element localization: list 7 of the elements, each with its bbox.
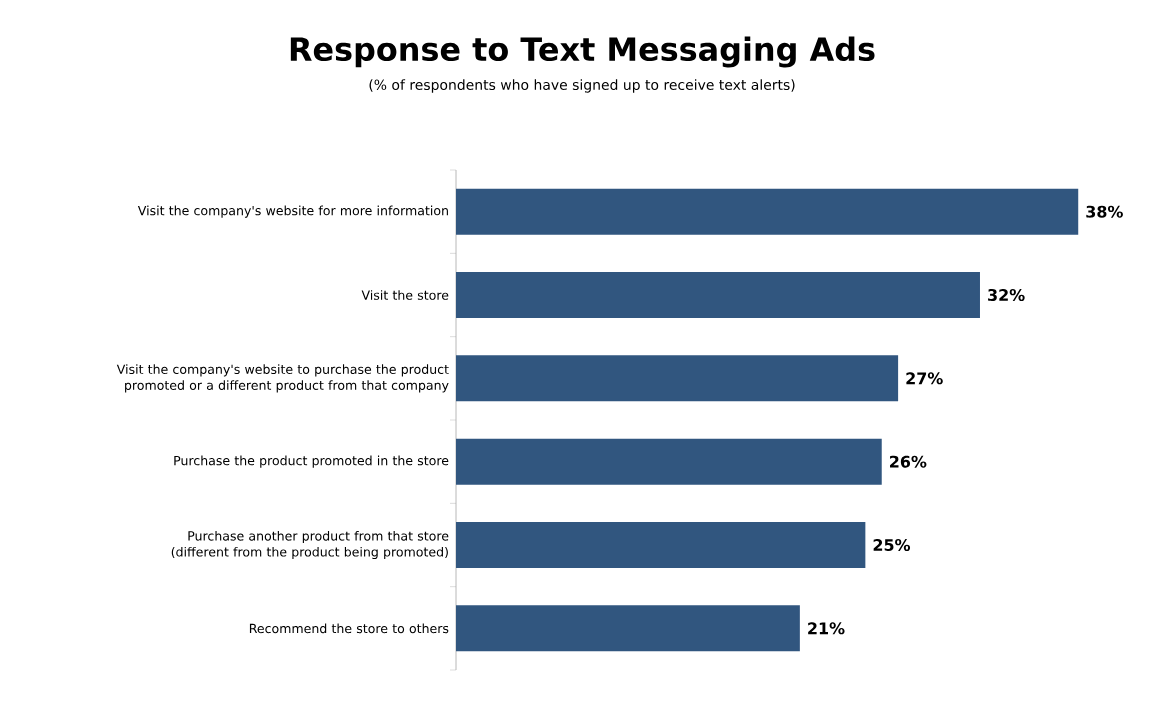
bar [456, 272, 980, 318]
chart-title: Response to Text Messaging Ads [290, 36, 875, 68]
bar [456, 522, 866, 569]
bar [456, 355, 899, 402]
bar [456, 605, 800, 652]
bar [456, 438, 882, 485]
bar [456, 188, 1079, 235]
